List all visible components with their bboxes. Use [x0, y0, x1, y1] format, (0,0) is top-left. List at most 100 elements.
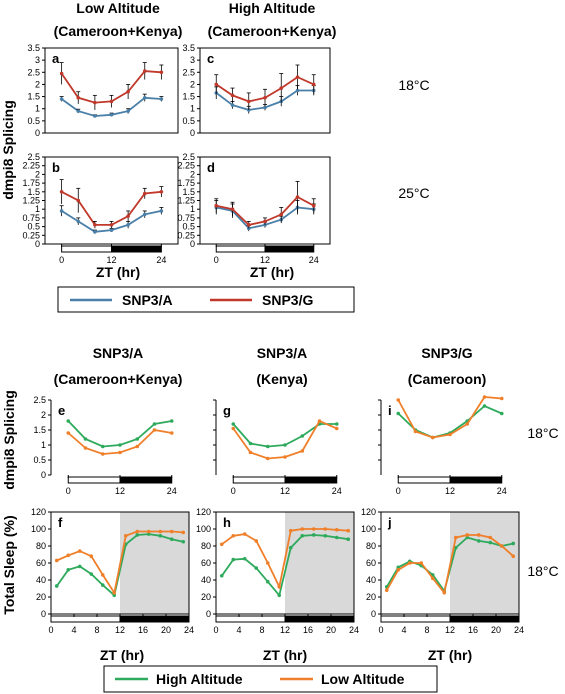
data-point	[246, 223, 251, 227]
data-point	[231, 426, 236, 431]
data-point	[66, 553, 71, 558]
data-point	[169, 537, 174, 541]
panel-letter: e	[58, 403, 65, 418]
data-point	[214, 203, 219, 208]
data-point	[300, 527, 305, 531]
y-tick-label: 60	[201, 558, 211, 568]
data-point	[283, 443, 287, 447]
y-tick-label: 20	[36, 592, 46, 602]
top-legend-box	[57, 286, 355, 313]
data-point	[159, 209, 164, 213]
x-tick-label: 12	[115, 625, 125, 635]
x-tick-label: 16	[303, 625, 313, 635]
data-point	[126, 89, 130, 94]
y-tick-label: 120	[196, 507, 211, 517]
panel-letter: c	[207, 51, 214, 66]
x-tick-label: 0	[214, 255, 219, 265]
data-point	[311, 82, 316, 87]
data-point	[323, 534, 328, 538]
x-tick-label: 24	[514, 625, 524, 635]
data-point	[59, 71, 64, 76]
data-point	[100, 444, 105, 449]
y-tick-label: 0.5	[182, 222, 195, 232]
data-point	[135, 444, 140, 449]
data-point	[100, 452, 105, 456]
col1-subheader: (Cameroon+Kenya)	[54, 371, 183, 387]
high-altitude-header: High Altitude	[229, 0, 316, 16]
y-tick-label: 20	[366, 592, 376, 602]
data-point	[230, 207, 235, 211]
x-tick-label: 16	[468, 625, 478, 635]
data-point	[300, 449, 305, 453]
data-point	[465, 533, 470, 537]
data-point	[76, 198, 81, 203]
data-point	[288, 528, 293, 533]
x-tick-label: 12	[106, 255, 116, 265]
x-tick-label: 12	[280, 486, 290, 496]
y-tick-label: 0	[35, 128, 40, 138]
x-tick-label: 8	[94, 625, 99, 635]
x-tick-label: 0	[231, 486, 236, 496]
y-tick-label: 40	[36, 575, 46, 585]
data-point	[288, 545, 293, 550]
y-tick-label: 1.25	[177, 196, 195, 206]
high-altitude-subheader: (Cameroon+Kenya)	[208, 23, 337, 39]
data-point	[93, 230, 97, 234]
y-tick-label: 0	[206, 609, 211, 619]
data-point	[396, 568, 401, 572]
data-point	[334, 528, 339, 532]
data-point	[511, 541, 516, 546]
data-point	[465, 535, 470, 540]
y-tick-label: 1.75	[22, 178, 40, 188]
x-tick-label: 8	[259, 625, 264, 635]
data-point	[77, 549, 82, 553]
low-altitude-header: Low Altitude	[76, 0, 160, 16]
x-tick-label: 12	[445, 486, 455, 496]
light-phase-bar	[50, 615, 121, 623]
data-point	[109, 223, 114, 227]
data-point	[159, 190, 164, 194]
data-point	[126, 109, 130, 113]
data-point	[169, 431, 174, 435]
y-tick-label: 0	[35, 239, 40, 249]
series-line	[221, 534, 349, 598]
y-tick-label: 60	[36, 558, 46, 568]
y-tick-label: 3	[190, 55, 195, 65]
y-tick-label: 0	[41, 609, 46, 619]
x-tick-label: 24	[167, 486, 177, 496]
panel-letter: a	[52, 51, 60, 66]
data-point	[300, 434, 305, 438]
data-point	[118, 450, 122, 455]
data-point	[66, 431, 71, 435]
col3-subheader: (Cameroon)	[408, 371, 487, 387]
data-point	[334, 426, 339, 431]
dark-phase-shading	[120, 512, 189, 614]
data-point	[482, 404, 487, 408]
dark-phase-shading	[285, 512, 354, 614]
y-tick-label: 3.5	[27, 43, 40, 53]
top-x-axis-label-left: ZT (hr)	[96, 264, 140, 280]
panel-f: 0 20 40 60 80 100 120 0 4 8 12 16 20 24 f	[31, 507, 194, 635]
data-point	[476, 539, 481, 543]
y-tick-label: 2	[190, 169, 195, 179]
y-tick-label: 0.75	[177, 213, 195, 223]
series-line	[67, 420, 172, 448]
data-point	[263, 95, 267, 100]
data-point	[295, 195, 300, 199]
data-point	[488, 540, 493, 545]
bottom-x-axis-label-2: ZT (hr)	[263, 647, 307, 663]
data-point	[219, 542, 224, 547]
data-point	[242, 532, 247, 536]
data-point	[158, 534, 163, 538]
y-tick-label: 80	[366, 541, 376, 551]
y-tick-label: 100	[361, 524, 376, 534]
low-altitude-subheader: (Cameroon+Kenya)	[54, 23, 183, 39]
data-point	[334, 535, 339, 540]
data-point	[76, 109, 81, 113]
data-point	[83, 437, 88, 441]
data-point	[135, 437, 140, 441]
bottom-x-axis-label-3: ZT (hr)	[428, 647, 472, 663]
data-point	[59, 209, 64, 213]
data-point	[499, 396, 504, 401]
legend-label-snp3a: SNP3/A	[122, 292, 173, 308]
